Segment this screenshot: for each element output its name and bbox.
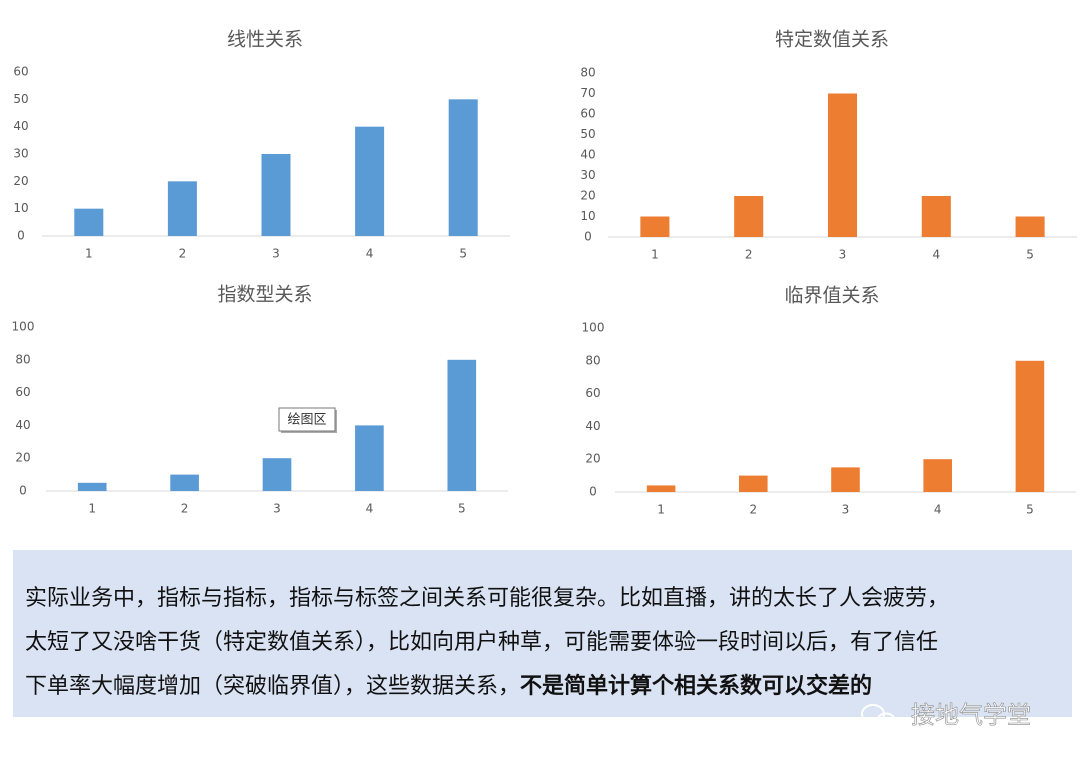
y-tick-label: 20	[15, 451, 30, 465]
y-tick-label: 30	[580, 168, 595, 182]
y-tick-label: 40	[585, 419, 600, 433]
bar	[1015, 360, 1045, 492]
x-tick-label: 3	[839, 248, 847, 262]
chart-title: 特定数值关系	[775, 29, 889, 51]
y-tick-label: 10	[580, 209, 595, 223]
tooltip-box	[278, 407, 336, 432]
chart-title: 指数型关系	[217, 284, 312, 306]
y-tick-label: 80	[15, 352, 30, 366]
bar	[640, 216, 670, 237]
watermark: 接地气学堂	[861, 701, 1031, 730]
x-tick-label: 5	[459, 247, 467, 261]
y-tick-label: 100	[12, 320, 35, 334]
watermark-icon	[876, 712, 896, 730]
x-tick-label: 3	[842, 503, 850, 517]
watermark-text: 接地气学堂	[911, 701, 1031, 729]
y-tick-label: 50	[580, 127, 595, 141]
y-tick-label: 40	[580, 148, 595, 162]
y-tick-label: 60	[580, 107, 595, 121]
chart-title: 临界值关系	[784, 285, 879, 307]
y-tick-label: 50	[13, 92, 28, 106]
x-tick-label: 5	[1026, 248, 1034, 262]
y-tick-label: 40	[15, 418, 30, 432]
y-tick-label: 30	[13, 147, 28, 161]
y-tick-label: 20	[585, 452, 600, 466]
x-tick-label: 4	[366, 247, 374, 261]
x-tick-label: 1	[651, 248, 659, 262]
bar	[355, 126, 385, 236]
chart-title: 线性关系	[227, 29, 303, 51]
y-tick-label: 0	[19, 484, 27, 498]
bar	[923, 459, 952, 492]
x-tick-label: 3	[273, 502, 281, 516]
bar	[448, 99, 478, 236]
note-line: 实际业务中，指标与指标，指标与标签之间关系可能很复杂。比如直播，讲的太长了人会疲…	[25, 586, 950, 611]
y-tick-label: 10	[13, 201, 28, 215]
y-tick-label: 0	[584, 230, 592, 244]
bar	[167, 181, 197, 236]
y-tick-label: 60	[585, 386, 600, 400]
x-tick-label: 2	[181, 502, 189, 516]
x-tick-label: 4	[934, 503, 942, 517]
bar	[734, 196, 764, 237]
x-tick-label: 2	[749, 503, 757, 517]
x-tick-label: 2	[179, 247, 187, 261]
bar	[262, 458, 292, 491]
bar	[827, 93, 858, 237]
y-tick-label: 0	[589, 485, 597, 499]
note-line: 太短了又没啥干货（特定数值关系），比如向用户种草，可能需要体验一段时间以后，有了…	[25, 630, 939, 655]
y-tick-label: 100	[582, 321, 605, 335]
y-tick-label: 0	[17, 229, 25, 243]
bar	[447, 359, 477, 491]
bar	[170, 474, 199, 491]
x-tick-label: 1	[85, 247, 93, 261]
bar	[1015, 216, 1045, 237]
bar	[831, 467, 860, 492]
y-tick-label: 20	[580, 189, 595, 203]
y-tick-label: 60	[15, 385, 30, 399]
tooltip-text: 绘图区	[287, 413, 326, 428]
y-tick-label: 40	[13, 119, 28, 133]
y-tick-label: 20	[13, 174, 28, 188]
x-tick-label: 5	[458, 502, 466, 516]
x-tick-label: 2	[745, 248, 753, 262]
x-tick-label: 5	[1026, 503, 1034, 517]
y-tick-label: 70	[580, 86, 595, 100]
note-box: 实际业务中，指标与指标，指标与标签之间关系可能很复杂。比如直播，讲的太长了人会疲…	[13, 550, 1072, 717]
bar	[355, 425, 384, 491]
x-tick-label: 3	[272, 247, 280, 261]
y-tick-label: 60	[13, 65, 28, 79]
bar	[74, 208, 104, 236]
bar	[261, 154, 291, 236]
y-tick-label: 80	[585, 353, 600, 367]
y-tick-label: 80	[580, 66, 595, 80]
bar	[739, 475, 768, 492]
bar	[921, 196, 951, 237]
x-tick-label: 4	[366, 502, 374, 516]
x-tick-label: 1	[88, 502, 96, 516]
bar	[77, 482, 107, 491]
note-bold: 不是简单计算个相关系数可以交差的	[520, 674, 873, 699]
x-tick-label: 4	[932, 248, 940, 262]
bar	[646, 485, 676, 492]
note-text: 下单率大幅度增加（突破临界值），这些数据关系，	[25, 674, 521, 699]
note-line: 下单率大幅度增加（突破临界值），这些数据关系，不是简单计算个相关系数可以交差的	[25, 668, 872, 700]
tooltip: 绘图区	[278, 407, 337, 433]
x-tick-label: 1	[657, 503, 665, 517]
